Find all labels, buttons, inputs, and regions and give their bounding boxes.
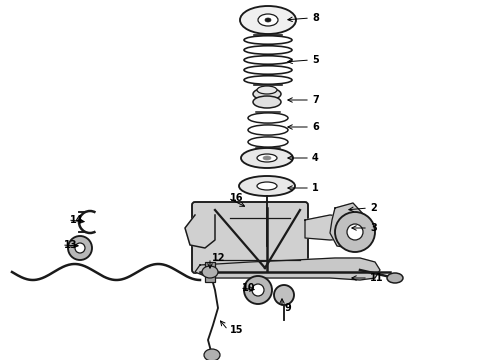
Ellipse shape: [335, 212, 375, 252]
Text: 12: 12: [212, 253, 225, 263]
Text: 7: 7: [312, 95, 319, 105]
Text: 1: 1: [312, 183, 319, 193]
Polygon shape: [185, 215, 215, 248]
Ellipse shape: [239, 176, 295, 196]
Text: 10: 10: [242, 283, 255, 293]
Ellipse shape: [263, 156, 271, 160]
FancyBboxPatch shape: [192, 202, 308, 273]
Polygon shape: [330, 203, 367, 248]
Ellipse shape: [202, 266, 218, 278]
Text: 6: 6: [312, 122, 319, 132]
Ellipse shape: [274, 285, 294, 305]
Text: 5: 5: [312, 55, 319, 65]
Text: 13: 13: [64, 240, 77, 250]
Ellipse shape: [258, 14, 278, 26]
Text: 3: 3: [370, 223, 377, 233]
Ellipse shape: [68, 236, 92, 260]
Ellipse shape: [240, 6, 296, 34]
Text: 15: 15: [230, 325, 244, 335]
Text: 14: 14: [70, 215, 83, 225]
Text: 11: 11: [370, 273, 384, 283]
Ellipse shape: [244, 276, 272, 304]
Ellipse shape: [204, 349, 220, 360]
Ellipse shape: [387, 273, 403, 283]
Text: 16: 16: [230, 193, 244, 203]
Ellipse shape: [265, 18, 271, 22]
Text: 8: 8: [312, 13, 319, 23]
Ellipse shape: [75, 243, 85, 253]
Text: 2: 2: [370, 203, 377, 213]
Polygon shape: [195, 258, 380, 280]
Polygon shape: [305, 215, 360, 240]
FancyBboxPatch shape: [252, 225, 282, 272]
Ellipse shape: [253, 96, 281, 108]
Text: 4: 4: [312, 153, 319, 163]
Ellipse shape: [257, 182, 277, 190]
Ellipse shape: [347, 224, 363, 240]
Bar: [205, 262, 215, 282]
Ellipse shape: [241, 148, 293, 168]
Ellipse shape: [253, 88, 281, 100]
Ellipse shape: [257, 86, 277, 94]
Text: 9: 9: [284, 303, 291, 313]
Ellipse shape: [257, 154, 277, 162]
Ellipse shape: [252, 284, 264, 296]
